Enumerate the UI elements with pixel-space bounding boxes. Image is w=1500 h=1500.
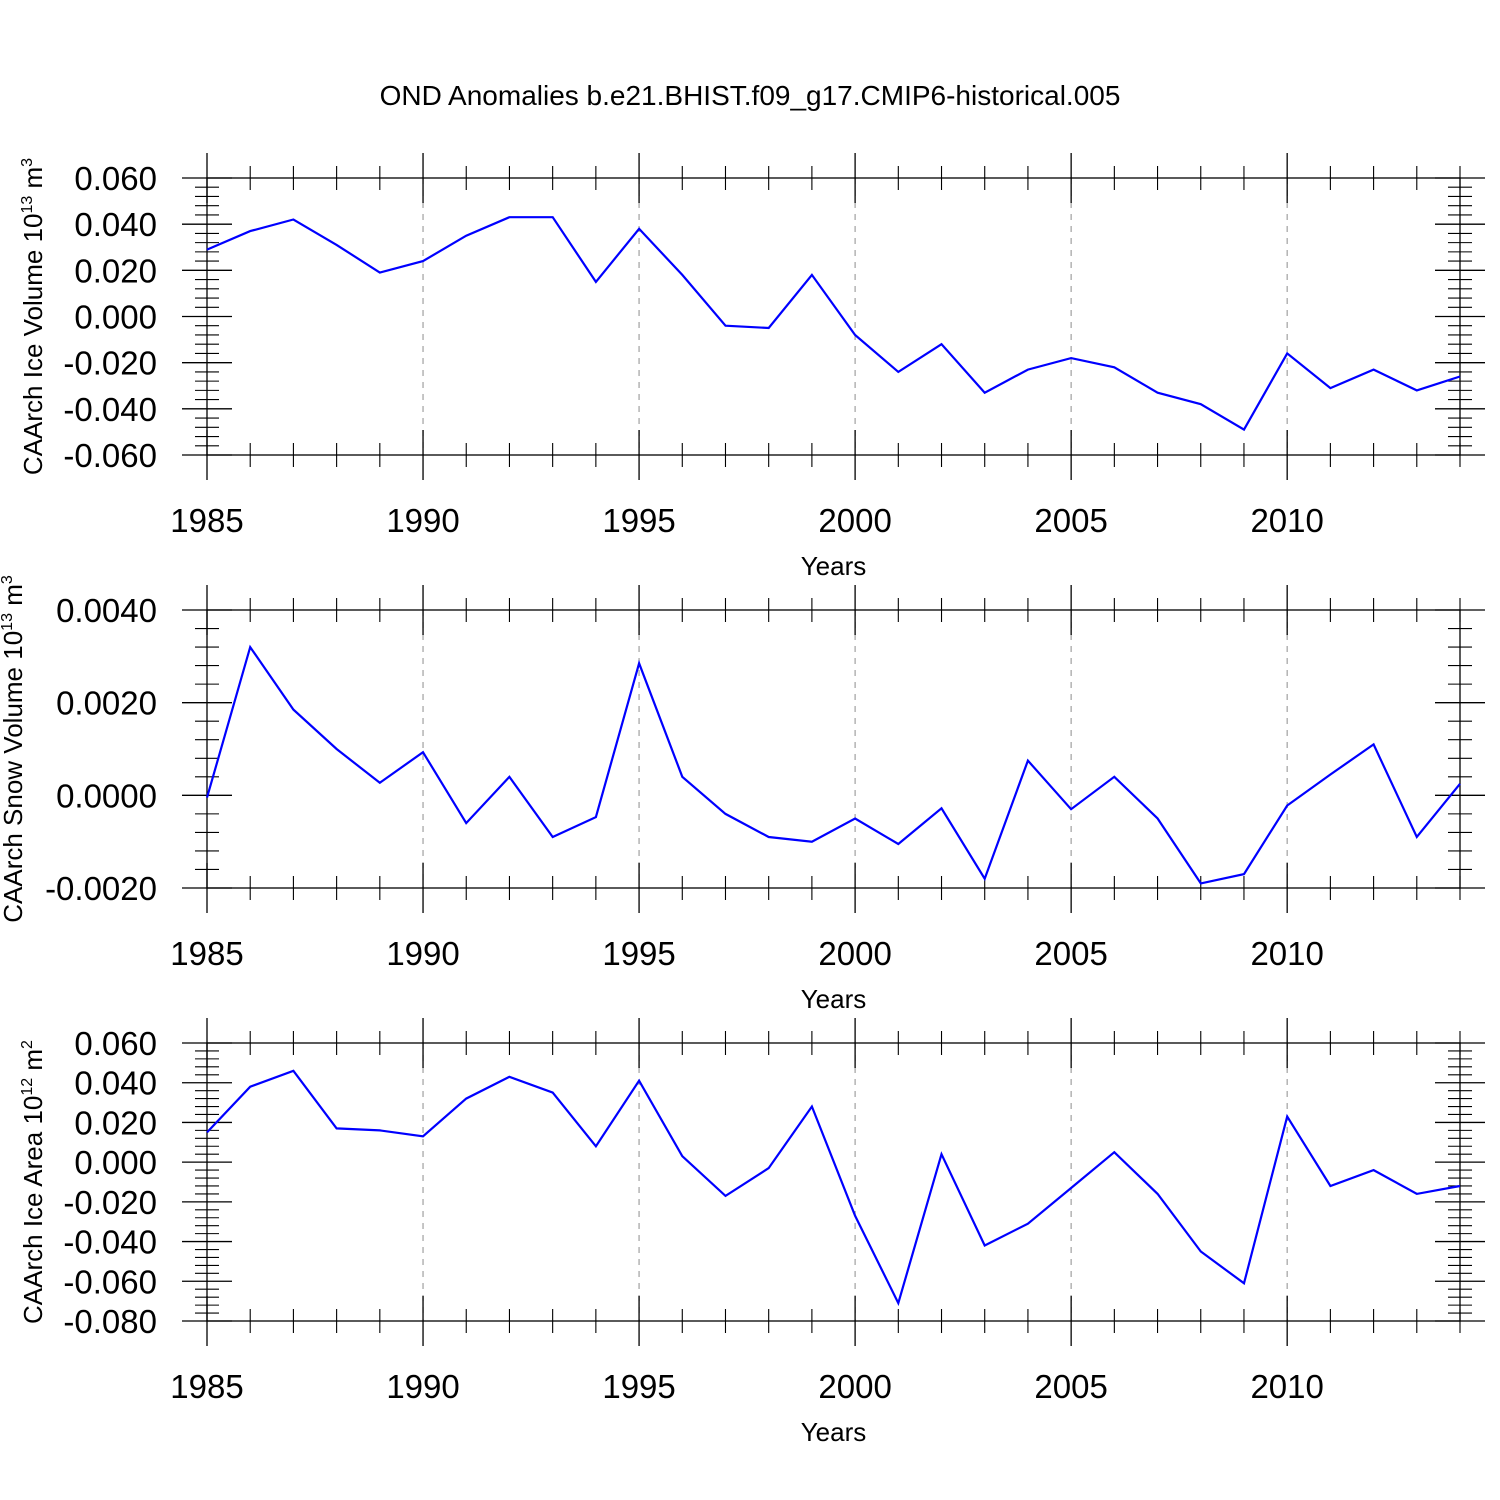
y-axis-label-superscript: 12 (19, 1078, 36, 1096)
y-tick-label: -0.080 (63, 1303, 157, 1340)
x-tick-label: 2005 (1034, 935, 1107, 972)
y-tick-label: 0.040 (74, 206, 157, 243)
x-axis-label: Years (801, 551, 867, 581)
y-axis-label-superscript: 3 (19, 158, 36, 167)
x-axis-label: Years (801, 1417, 867, 1447)
y-axis-label-part: CAArch Ice Volume 10 (18, 214, 48, 476)
y-tick-label: 0.060 (74, 1025, 157, 1062)
y-axis-label-part: m (18, 1049, 48, 1078)
panel-3: 0.0600.0400.0200.000-0.020-0.040-0.060-0… (18, 1018, 1485, 1447)
panel-2: 0.0040 0.0020 0.0000 -0.0020 1985 1990 1995 200… (0, 575, 1485, 1014)
x-tick-label: 2005 (1034, 502, 1107, 539)
y-tick-label: -0.040 (63, 1224, 157, 1261)
y-axis-label-superscript: 3 (0, 575, 16, 584)
plot-frame (206, 609, 1461, 889)
y-axis-label-part: m (0, 584, 28, 613)
y-tick-label: 0.0040 (56, 592, 157, 629)
series-line (206, 1069, 1461, 1307)
y-tick-label: -0.0020 (45, 870, 157, 907)
y-tick-label: -0.060 (63, 437, 157, 474)
figure-title: OND Anomalies b.e21.BHIST.f09_g17.CMIP6-… (380, 80, 1121, 111)
y-tick-label: 0.0000 (56, 777, 157, 814)
plot-frame (206, 1042, 1461, 1322)
x-tick-label: 1990 (386, 502, 459, 539)
y-tick-label: -0.040 (63, 391, 157, 428)
y-tick-label: 0.000 (74, 1144, 157, 1181)
y-axis-label-part: CAArch Ice Area 10 (18, 1096, 48, 1324)
x-tick-label: 1995 (602, 1368, 675, 1405)
y-axis-label-superscript: 2 (19, 1040, 36, 1049)
y-tick-label: 0.020 (74, 252, 157, 289)
panels: 0.0600.0400.0200.000-0.020-0.040-0.06019… (0, 153, 1485, 1447)
y-axis-label: CAArch Ice Area 1012 m2 (18, 1040, 48, 1324)
y-tick-label: -0.020 (63, 1184, 157, 1221)
series-line (206, 216, 1461, 432)
x-tick-label: 2010 (1250, 935, 1323, 972)
x-tick-label: 2000 (818, 1368, 891, 1405)
y-axis-label: CAArch Ice Volume 1013 m3 (18, 158, 48, 475)
x-tick-label: 1985 (170, 1368, 243, 1405)
x-tick-label: 2010 (1250, 502, 1323, 539)
y-tick-label: -0.020 (63, 345, 157, 382)
y-axis-label-superscript: 13 (19, 196, 36, 214)
y-tick-label: 0.040 (74, 1065, 157, 1102)
y-axis-label-part: m (18, 167, 48, 196)
y-tick-label: 0.060 (74, 160, 157, 197)
y-axis-label-superscript: 13 (0, 613, 16, 631)
series-line (205, 644, 1461, 885)
x-tick-label: 1995 (602, 502, 675, 539)
y-axis-label-part: CAArch Snow Volume 10 (0, 631, 28, 923)
x-tick-label: 2005 (1034, 1368, 1107, 1405)
y-tick-label: -0.060 (63, 1263, 157, 1300)
x-axis-label: Years (801, 984, 867, 1014)
x-tick-label: 1990 (386, 1368, 459, 1405)
x-tick-label: 1995 (602, 935, 675, 972)
y-tick-label: 0.000 (74, 299, 157, 336)
x-tick-label: 1990 (386, 935, 459, 972)
x-tick-label: 1985 (170, 502, 243, 539)
x-tick-label: 2010 (1250, 1368, 1323, 1405)
y-tick-label: 0.0020 (56, 685, 157, 722)
panel-1: 0.060 0.040 0.020 0.000 -0.020 -0.040 -0.060 19… (18, 153, 1485, 581)
y-tick-label: 0.020 (74, 1104, 157, 1141)
x-tick-label: 1985 (170, 935, 243, 972)
x-tick-label: 2000 (818, 502, 891, 539)
y-axis-label: CAArch Snow Volume 1013 m3 (0, 575, 28, 923)
x-tick-label: 2000 (818, 935, 891, 972)
